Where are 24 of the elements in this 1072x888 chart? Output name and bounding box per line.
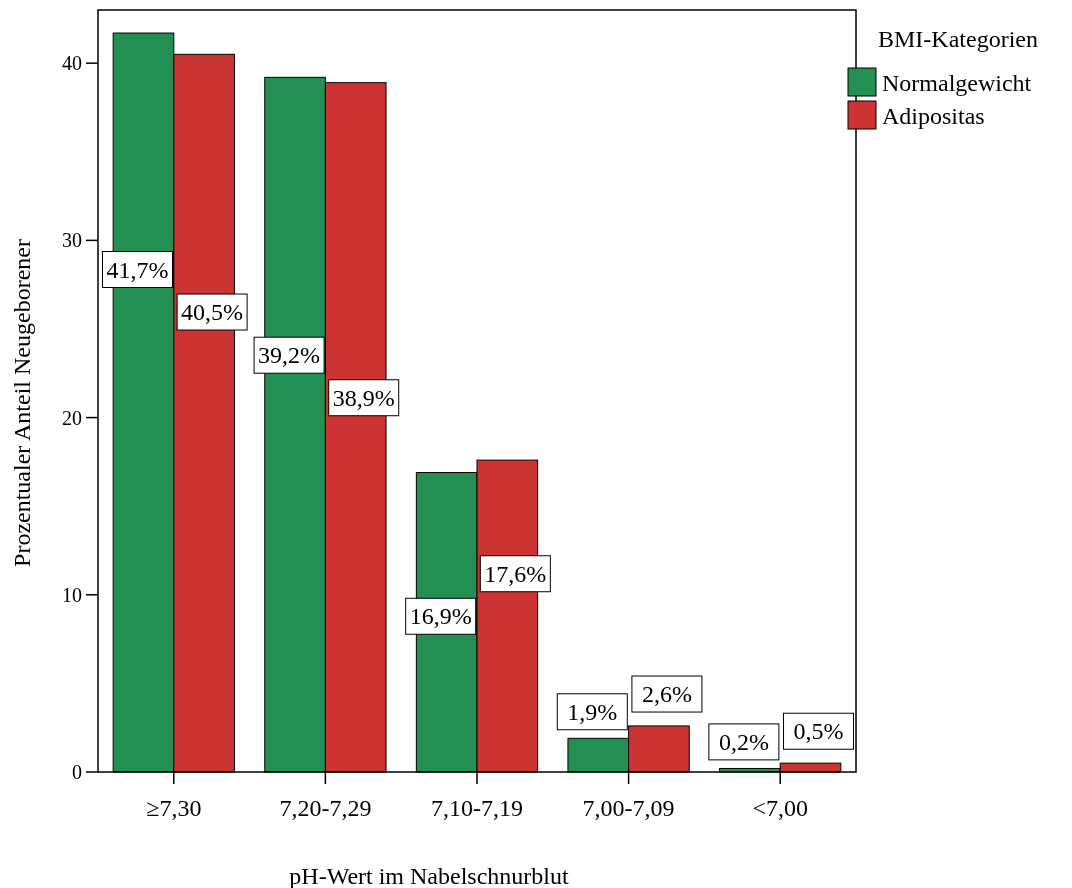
x-tick-label: 7,00-7,09 (582, 795, 675, 821)
data-label: 38,9% (332, 384, 395, 411)
x-tick-label: 7,10-7,19 (431, 795, 523, 821)
data-label: 17,6% (484, 560, 547, 587)
y-axis-title: Prozentualer Anteil Neugeborener (9, 239, 35, 567)
data-label: 41,7% (106, 256, 169, 283)
x-tick-label: 7,20-7,29 (279, 795, 372, 821)
legend-label: Adipositas (882, 103, 985, 129)
data-label: 39,2% (258, 342, 321, 369)
x-tick-label: <7,00 (752, 795, 808, 821)
data-label: 40,5% (181, 299, 244, 326)
y-tick-label: 40 (62, 52, 82, 75)
x-tick-label: ≥7,30 (146, 795, 202, 821)
y-tick-label: 20 (62, 406, 82, 429)
data-label: 0,5% (793, 718, 844, 745)
y-tick-label: 10 (62, 583, 82, 606)
y-tick-label: 30 (62, 229, 82, 252)
data-label: 1,9% (567, 698, 618, 725)
y-tick-label: 0 (72, 761, 82, 783)
legend-label: Normalgewicht (882, 70, 1032, 96)
data-label: 0,2% (718, 728, 769, 755)
data-label: 16,9% (409, 603, 472, 630)
legend-title: BMI-Kategorien (878, 26, 1038, 52)
data-label: 2,6% (641, 681, 692, 708)
